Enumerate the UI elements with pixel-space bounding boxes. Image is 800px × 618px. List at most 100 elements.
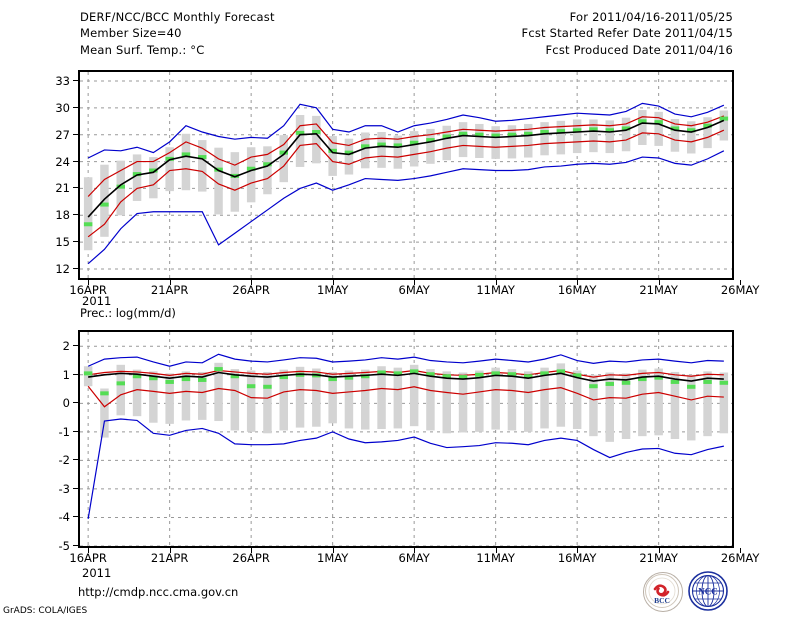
ensemble-spread-box xyxy=(442,371,451,434)
ensemble-spread-box xyxy=(230,369,240,431)
median-marker xyxy=(344,375,354,380)
y-axis-tick-label: 33 xyxy=(55,73,70,88)
ensemble-spread-box xyxy=(100,388,109,438)
ensemble-spread-box xyxy=(83,177,93,251)
ensemble-spread-box xyxy=(116,364,125,416)
median-marker xyxy=(116,381,125,386)
ensemble-spread-box xyxy=(687,121,696,154)
ensemble-spread-box xyxy=(361,132,370,169)
y-axis-tick-mark xyxy=(73,373,78,375)
ensemble-spread-box xyxy=(312,368,321,427)
median-marker xyxy=(344,150,354,155)
median-marker xyxy=(621,380,631,385)
ensemble-spread-box xyxy=(491,126,500,159)
cmdp-url-link[interactable]: http://cmdp.ncc.cma.gov.cn xyxy=(78,585,239,599)
median-marker xyxy=(670,126,680,131)
ensemble-spread-box xyxy=(572,370,582,430)
median-marker xyxy=(524,374,533,379)
series-line xyxy=(87,418,724,519)
y-axis-tick-label: 12 xyxy=(55,262,70,277)
median-marker xyxy=(426,138,435,143)
x-axis-tick-mark xyxy=(414,548,416,553)
y-axis-tick-mark xyxy=(73,516,78,518)
ensemble-spread-box xyxy=(507,125,517,159)
ensemble-spread-box xyxy=(703,371,712,437)
ensemble-spread-box xyxy=(214,362,223,422)
median-marker xyxy=(589,127,598,132)
x-axis-tick-mark xyxy=(740,548,742,553)
y-axis-tick-label: 24 xyxy=(55,154,70,169)
y-axis-tick-mark xyxy=(73,459,78,461)
ensemble-spread-box xyxy=(621,117,631,152)
ensemble-spread-box xyxy=(149,157,158,199)
median-marker xyxy=(475,372,484,377)
y-axis-tick-label: -4 xyxy=(58,510,70,525)
series-line xyxy=(88,371,724,382)
x-axis-tick-label: 1MAY xyxy=(317,283,349,297)
x-axis-tick-mark xyxy=(169,280,171,285)
x-axis-tick-label: 21APR xyxy=(150,283,189,297)
x-axis-tick-label: 16MAY xyxy=(557,283,597,297)
ensemble-spread-box xyxy=(458,372,468,433)
x-axis-tick-label: 16APR xyxy=(69,283,107,297)
x-axis-tick-mark xyxy=(251,548,253,553)
member-size-label: Member Size=40 xyxy=(80,26,182,40)
y-axis-tick-label: 2 xyxy=(62,339,70,354)
median-marker xyxy=(524,131,533,136)
series-line xyxy=(87,119,725,218)
y-axis-tick-label: 1 xyxy=(62,367,70,382)
precip-axis-title: Prec.: log(mm/d) xyxy=(80,306,176,320)
median-marker xyxy=(116,184,125,189)
median-marker xyxy=(263,162,272,167)
y-axis-tick-mark xyxy=(73,187,78,189)
ensemble-spread-box xyxy=(572,119,582,154)
ensemble-spread-box xyxy=(475,370,484,432)
grads-credit: GrADS: COLA/IGES xyxy=(3,606,88,616)
ensemble-spread-box xyxy=(442,125,451,161)
ensemble-spread-box xyxy=(719,110,729,141)
ensemble-spread-box xyxy=(638,369,647,437)
ensemble-spread-box xyxy=(165,147,174,192)
median-marker xyxy=(605,381,614,386)
temperature-plot-area xyxy=(80,72,732,278)
median-marker xyxy=(263,384,272,389)
median-marker xyxy=(703,123,712,128)
svg-text:NCC: NCC xyxy=(698,587,718,597)
y-axis-tick-label: -1 xyxy=(58,424,70,439)
y-axis-tick-label: 0 xyxy=(62,396,70,411)
median-marker xyxy=(230,173,240,178)
ensemble-spread-box xyxy=(687,374,696,441)
ensemble-spread-box xyxy=(621,373,631,439)
median-marker xyxy=(638,119,647,124)
median-marker xyxy=(654,375,663,380)
x-axis-tick-label: 6MAY xyxy=(398,551,430,565)
median-marker xyxy=(491,371,500,376)
ensemble-spread-box xyxy=(540,367,549,429)
median-marker xyxy=(361,144,370,149)
y-axis-tick-mark xyxy=(73,545,78,546)
ensemble-spread-box xyxy=(149,371,158,423)
median-marker xyxy=(687,384,696,389)
y-axis-tick-label: 18 xyxy=(55,208,70,223)
x-axis-tick-label: 11MAY xyxy=(476,283,515,297)
ensemble-spread-box xyxy=(491,367,500,430)
ensemble-spread-box xyxy=(263,146,272,195)
y-axis-tick-mark xyxy=(73,268,78,270)
x-axis-tick-label: 16APR xyxy=(69,551,107,565)
ensemble-spread-box xyxy=(426,369,435,431)
refer-date-label: Fcst Started Refer Date 2011/04/15 xyxy=(521,26,733,40)
produced-date-label: Fcst Produced Date 2011/04/16 xyxy=(545,43,733,57)
ensemble-spread-box xyxy=(279,135,288,183)
ensemble-spread-box xyxy=(654,111,663,146)
ensemble-spread-box xyxy=(295,114,305,167)
x-axis-tick-label: 21MAY xyxy=(639,283,678,297)
ensemble-spread-box xyxy=(393,135,403,169)
median-marker xyxy=(426,372,435,377)
median-marker xyxy=(230,374,240,379)
ensemble-spread-box xyxy=(279,369,288,431)
median-marker xyxy=(83,371,93,376)
forecast-title: DERF/NCC/BCC Monthly Forecast xyxy=(80,10,275,24)
median-marker xyxy=(556,129,566,134)
ensemble-spread-box xyxy=(230,152,240,212)
x-axis-tick-mark xyxy=(332,280,334,285)
